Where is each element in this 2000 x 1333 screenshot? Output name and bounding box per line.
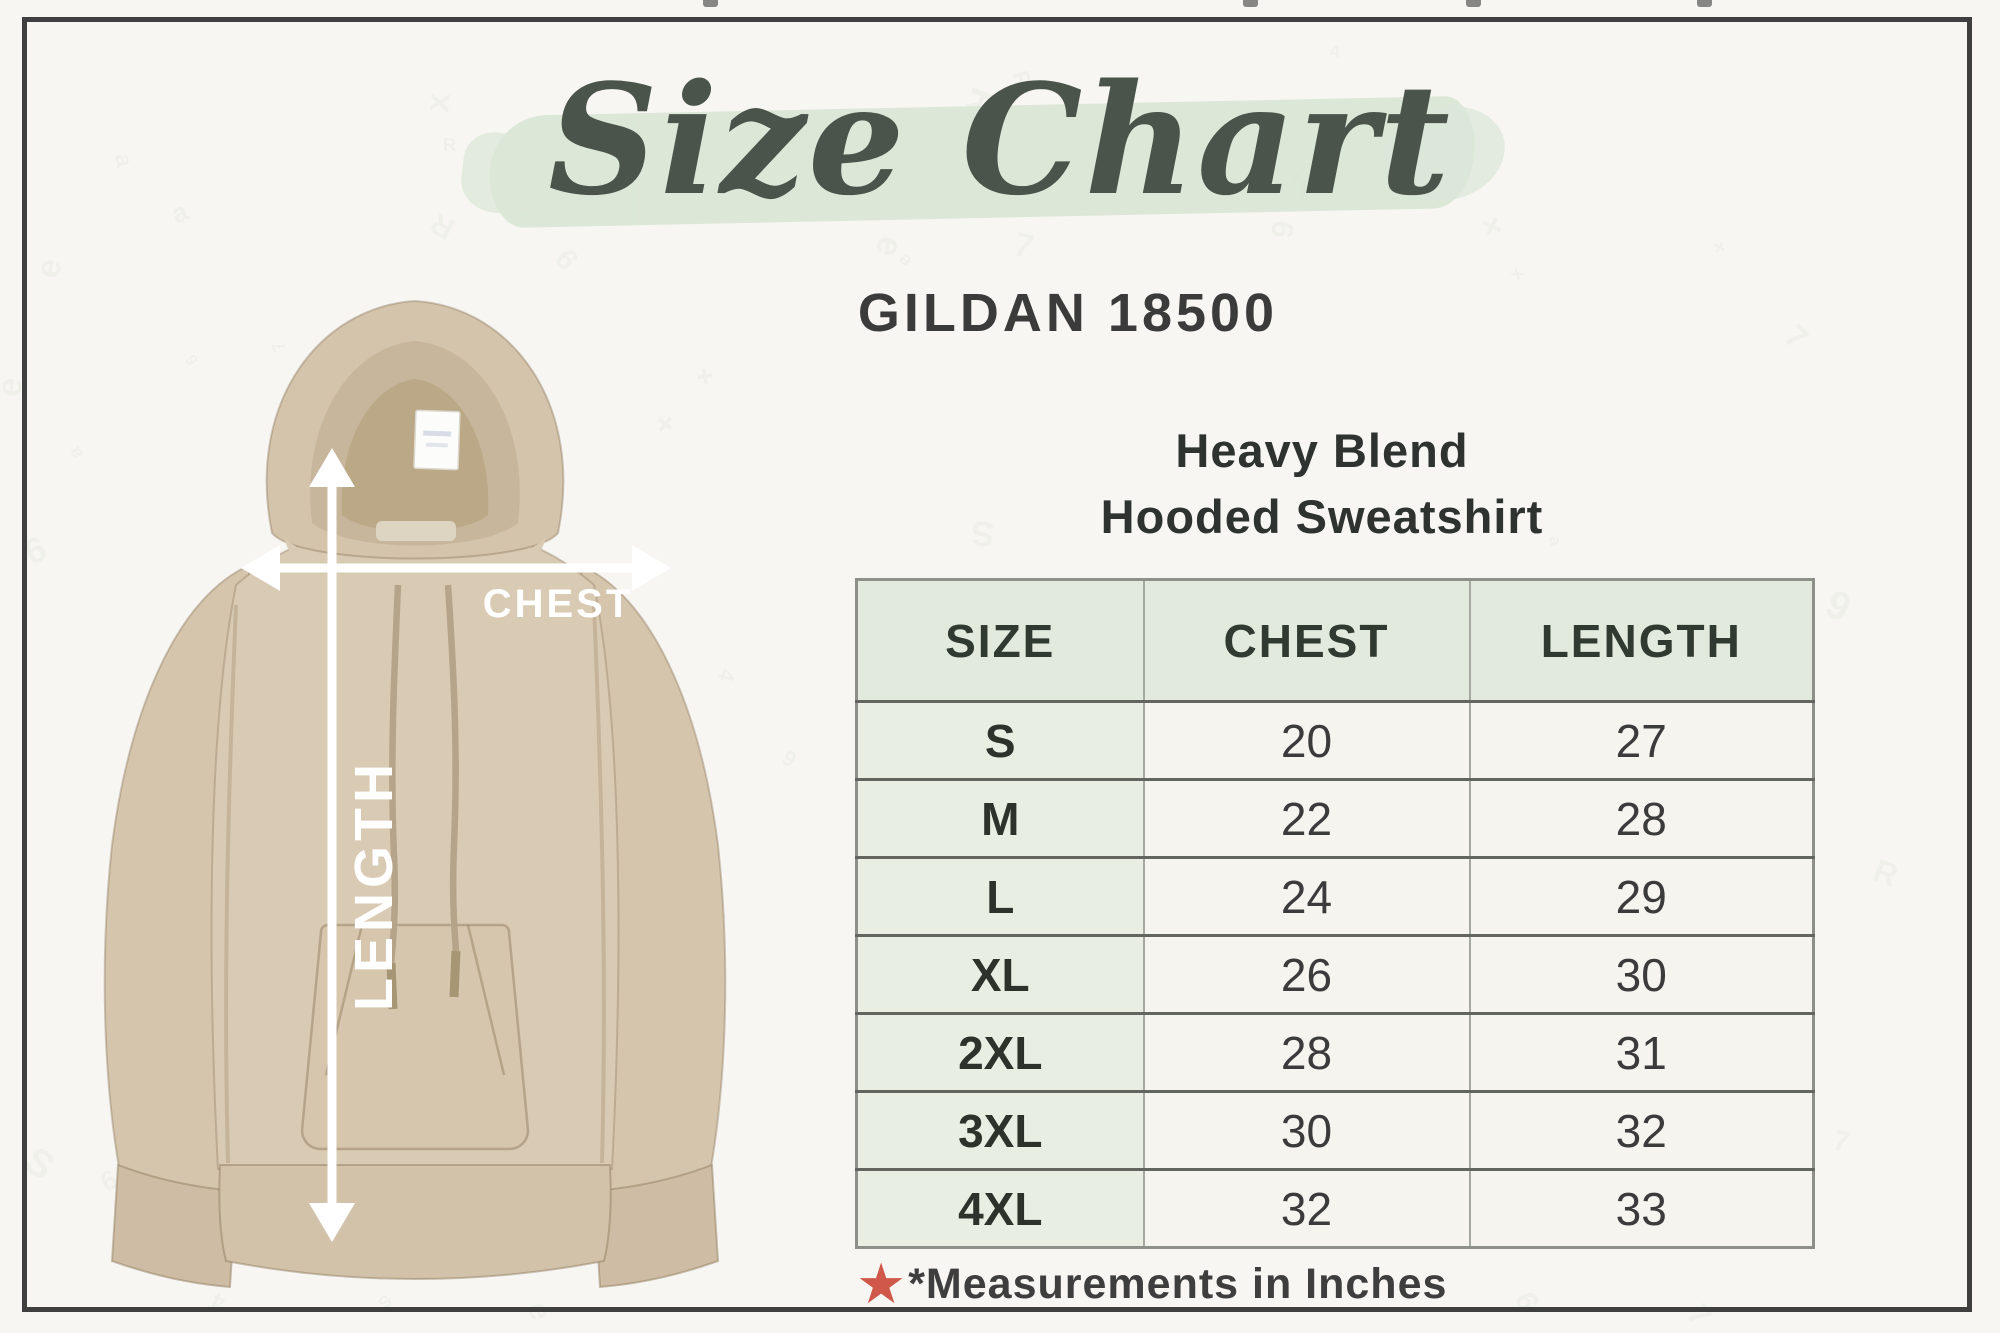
watermark-letter: a <box>165 195 193 231</box>
table-header-row: SIZE CHEST LENGTH <box>856 579 1814 702</box>
value-cell: 29 <box>1468 857 1814 936</box>
table-row: XL 26 30 <box>856 935 1814 1014</box>
watermark-letter: 9 <box>1508 1286 1548 1316</box>
table-row: S 20 27 <box>856 701 1814 780</box>
value-cell: 30 <box>1142 1091 1470 1170</box>
column-header: LENGTH <box>1468 579 1814 702</box>
watermark-letter: + <box>1706 235 1735 260</box>
neck-tag <box>413 409 461 471</box>
length-measure-arrow <box>309 448 355 1242</box>
table-row: M 22 28 <box>856 779 1814 858</box>
product-name-line2: Hooded Sweatshirt <box>1100 490 1544 543</box>
value-cell: 32 <box>1468 1091 1814 1170</box>
value-cell: 32 <box>1142 1169 1470 1248</box>
seam-shadow-left <box>224 604 238 1164</box>
chest-label: CHEST <box>483 582 634 626</box>
hem-band <box>218 1164 612 1280</box>
drawstring-right <box>444 584 460 952</box>
measurements-footnote: ★ *Measurements in Inches <box>856 1256 1447 1312</box>
star-icon: ★ <box>856 1252 907 1315</box>
size-cell: 2XL <box>856 1013 1144 1092</box>
size-cell: 3XL <box>856 1091 1144 1170</box>
watermark-letter: 7 <box>1829 1124 1853 1160</box>
pocket-opening-right <box>466 924 506 1076</box>
seam-shadow-right <box>592 604 606 1164</box>
value-cell: 22 <box>1142 779 1470 858</box>
watermark-letter: a <box>109 151 138 170</box>
drawstring-left <box>387 584 402 964</box>
left-cuff <box>110 1163 238 1289</box>
value-cell: 24 <box>1142 857 1470 936</box>
watermark-letter: 9 <box>18 527 52 572</box>
watermark-letter: 9 <box>777 744 801 773</box>
column-header: CHEST <box>1142 579 1470 702</box>
watermark-letter: e <box>520 1296 560 1325</box>
page-title: Size Chart <box>548 50 1452 229</box>
value-cell: 27 <box>1468 701 1814 780</box>
value-cell: 28 <box>1468 779 1814 858</box>
value-cell: 20 <box>1142 701 1470 780</box>
hood-drape <box>284 537 546 623</box>
top-edge-artifact <box>703 0 718 7</box>
watermark-letter: 9 <box>1818 581 1858 632</box>
size-cell: S <box>856 701 1144 780</box>
title-block: Size Chart <box>488 40 1500 260</box>
top-edge-artifact <box>1466 0 1481 7</box>
column-header: SIZE <box>945 614 1056 667</box>
table-row: 2XL 28 31 <box>856 1013 1814 1092</box>
size-cell: XL <box>856 935 1144 1014</box>
drawstring-left-aglet <box>386 962 398 1010</box>
watermark-letter: x <box>418 91 458 114</box>
length-label: LENGTH <box>344 759 404 1011</box>
watermark-letter: x <box>1504 263 1528 285</box>
value-cell: 33 <box>1468 1169 1814 1248</box>
watermark-letter: S <box>970 513 995 553</box>
watermark-letter: 7 <box>1679 1296 1719 1333</box>
value-cell: 28 <box>1142 1013 1470 1092</box>
watermark-letter: e <box>0 376 30 399</box>
chest-measure-arrow <box>241 545 671 591</box>
watermark-letter: e <box>28 255 70 282</box>
value-cell: 31 <box>1468 1013 1814 1092</box>
size-table-body: S 20 27 M 22 28 L 24 29 XL 26 30 2XL 28 31 3XL 30 32 4XL 32… <box>856 701 1814 1248</box>
product-name-heading: Heavy Blend Hooded Sweatshirt <box>1101 418 1544 550</box>
size-cell: 4XL <box>856 1169 1144 1248</box>
watermark-letter: 7 <box>1777 317 1816 357</box>
watermark-letter: a <box>1544 534 1566 548</box>
table-row: L 24 29 <box>856 857 1814 936</box>
kangaroo-pocket <box>300 923 530 1151</box>
watermark-letter: R <box>443 134 458 156</box>
watermark-letter: S <box>16 1138 62 1189</box>
top-edge-artifact <box>1697 0 1712 7</box>
footnote-text: *Measurements in Inches <box>908 1259 1448 1308</box>
size-table-container: SIZE CHEST LENGTH S 20 27 M 22 28 L 24 29 XL 26 30 2XL… <box>855 578 1815 1249</box>
size-table: SIZE CHEST LENGTH S 20 27 M 22 28 L 24 29 XL 26 30 2XL… <box>855 578 1815 1249</box>
value-cell: 26 <box>1142 935 1470 1014</box>
value-cell: 30 <box>1468 935 1814 1014</box>
hoodie-measurement-diagram: CHEST LENGTH <box>60 285 760 1295</box>
drawstring-right-aglet <box>449 950 461 998</box>
table-row: 4XL 32 33 <box>856 1169 1814 1248</box>
top-edge-artifact <box>1243 0 1258 7</box>
product-code-subtitle: GILDAN 18500 <box>857 283 1279 343</box>
watermark-letter: R <box>1868 852 1904 895</box>
size-cell: M <box>856 779 1144 858</box>
hoodie-illustration: CHEST LENGTH <box>103 299 727 1289</box>
right-cuff <box>592 1163 720 1289</box>
watermark-letter: R <box>424 206 461 246</box>
table-row: 3XL 30 32 <box>856 1091 1814 1170</box>
neck-tape <box>376 521 456 541</box>
size-cell: L <box>856 857 1144 936</box>
product-name-line1: Heavy Blend <box>1175 424 1469 477</box>
